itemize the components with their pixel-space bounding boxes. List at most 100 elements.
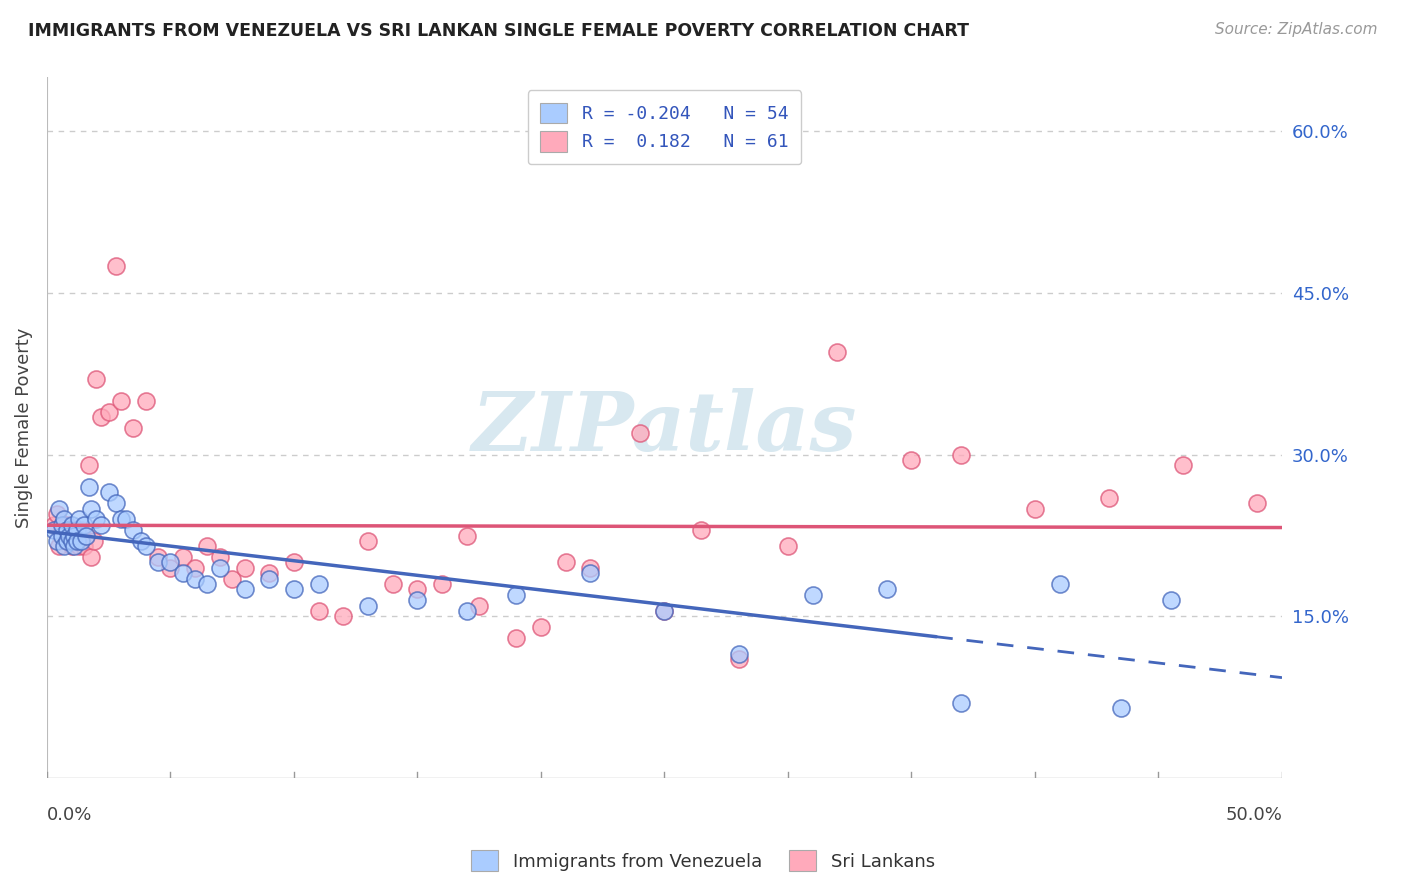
Point — [55, 533, 77, 548]
Point — [105, 259, 128, 273]
Point — [579, 561, 602, 575]
Point — [1098, 491, 1121, 505]
Point — [208, 550, 231, 565]
Point — [53, 517, 76, 532]
Point — [129, 533, 152, 548]
Point — [146, 550, 169, 565]
Point — [308, 577, 330, 591]
Y-axis label: Single Female Poverty: Single Female Poverty — [15, 327, 32, 528]
Point — [159, 556, 181, 570]
Point — [60, 517, 83, 532]
Point — [44, 517, 66, 532]
Point — [58, 528, 80, 542]
Point — [44, 523, 66, 537]
Point — [468, 599, 491, 613]
Point — [67, 512, 90, 526]
Text: 0.0%: 0.0% — [46, 806, 93, 824]
Point — [77, 480, 100, 494]
Point — [135, 539, 157, 553]
Point — [727, 652, 749, 666]
Point — [53, 528, 76, 542]
Point — [332, 609, 354, 624]
Point — [801, 588, 824, 602]
Point — [579, 566, 602, 581]
Point — [70, 523, 93, 537]
Text: IMMIGRANTS FROM VENEZUELA VS SRI LANKAN SINGLE FEMALE POVERTY CORRELATION CHART: IMMIGRANTS FROM VENEZUELA VS SRI LANKAN … — [28, 22, 969, 40]
Point — [876, 582, 898, 597]
Point — [283, 556, 305, 570]
Point — [233, 561, 256, 575]
Point — [67, 539, 90, 553]
Point — [80, 550, 103, 565]
Legend: Immigrants from Venezuela, Sri Lankans: Immigrants from Venezuela, Sri Lankans — [464, 843, 942, 879]
Text: Source: ZipAtlas.com: Source: ZipAtlas.com — [1215, 22, 1378, 37]
Point — [1173, 458, 1195, 473]
Point — [357, 599, 380, 613]
Point — [949, 448, 972, 462]
Text: 50.0%: 50.0% — [1225, 806, 1282, 824]
Point — [51, 517, 73, 532]
Point — [233, 582, 256, 597]
Point — [197, 577, 219, 591]
Point — [55, 533, 77, 548]
Point — [48, 501, 70, 516]
Point — [654, 604, 676, 618]
Point — [63, 533, 86, 548]
Point — [70, 533, 93, 548]
Point — [97, 485, 120, 500]
Point — [51, 528, 73, 542]
Point — [221, 572, 243, 586]
Point — [135, 393, 157, 408]
Point — [184, 561, 207, 575]
Point — [73, 539, 96, 553]
Point — [97, 404, 120, 418]
Point — [73, 517, 96, 532]
Point — [83, 533, 105, 548]
Point — [283, 582, 305, 597]
Point — [505, 631, 527, 645]
Point — [456, 604, 478, 618]
Legend: R = -0.204   N = 54, R =  0.182   N = 61: R = -0.204 N = 54, R = 0.182 N = 61 — [527, 90, 801, 164]
Point — [53, 539, 76, 553]
Point — [197, 539, 219, 553]
Point — [1160, 593, 1182, 607]
Point — [51, 523, 73, 537]
Point — [55, 523, 77, 537]
Point — [45, 507, 67, 521]
Point — [1111, 701, 1133, 715]
Point — [456, 528, 478, 542]
Point — [827, 345, 849, 359]
Point — [60, 539, 83, 553]
Point — [80, 501, 103, 516]
Point — [65, 523, 87, 537]
Point — [53, 512, 76, 526]
Point — [381, 577, 404, 591]
Point — [172, 566, 194, 581]
Point — [110, 393, 132, 408]
Point — [554, 556, 576, 570]
Point — [208, 561, 231, 575]
Point — [122, 421, 145, 435]
Point — [115, 512, 138, 526]
Point — [430, 577, 453, 591]
Point — [406, 593, 429, 607]
Point — [75, 528, 97, 542]
Point — [357, 533, 380, 548]
Point — [65, 528, 87, 542]
Point — [628, 426, 651, 441]
Point — [60, 533, 83, 548]
Point — [505, 588, 527, 602]
Point — [77, 458, 100, 473]
Point — [949, 696, 972, 710]
Point — [84, 372, 107, 386]
Point — [105, 496, 128, 510]
Point — [1024, 501, 1046, 516]
Point — [184, 572, 207, 586]
Point — [63, 539, 86, 553]
Point — [48, 539, 70, 553]
Point — [122, 523, 145, 537]
Point — [60, 523, 83, 537]
Point — [63, 528, 86, 542]
Point — [530, 620, 553, 634]
Point — [84, 512, 107, 526]
